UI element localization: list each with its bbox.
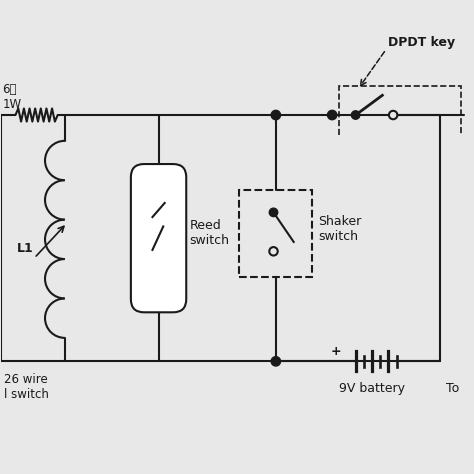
Text: 9V battery: 9V battery bbox=[339, 383, 405, 395]
Text: DPDT key: DPDT key bbox=[388, 36, 456, 49]
Circle shape bbox=[269, 247, 278, 255]
Circle shape bbox=[271, 110, 281, 120]
Text: Reed
switch: Reed switch bbox=[190, 219, 229, 247]
Text: Shaker
switch: Shaker switch bbox=[318, 215, 361, 243]
Text: To: To bbox=[446, 383, 459, 395]
Circle shape bbox=[328, 110, 337, 120]
FancyBboxPatch shape bbox=[131, 164, 186, 312]
Text: 26 wire
l switch: 26 wire l switch bbox=[4, 373, 49, 401]
Circle shape bbox=[271, 356, 281, 366]
Text: 6΢
1W: 6΢ 1W bbox=[2, 83, 21, 111]
Text: L1: L1 bbox=[17, 242, 34, 255]
Circle shape bbox=[269, 208, 278, 217]
Text: +: + bbox=[330, 345, 341, 357]
Circle shape bbox=[351, 111, 360, 119]
Circle shape bbox=[389, 111, 397, 119]
